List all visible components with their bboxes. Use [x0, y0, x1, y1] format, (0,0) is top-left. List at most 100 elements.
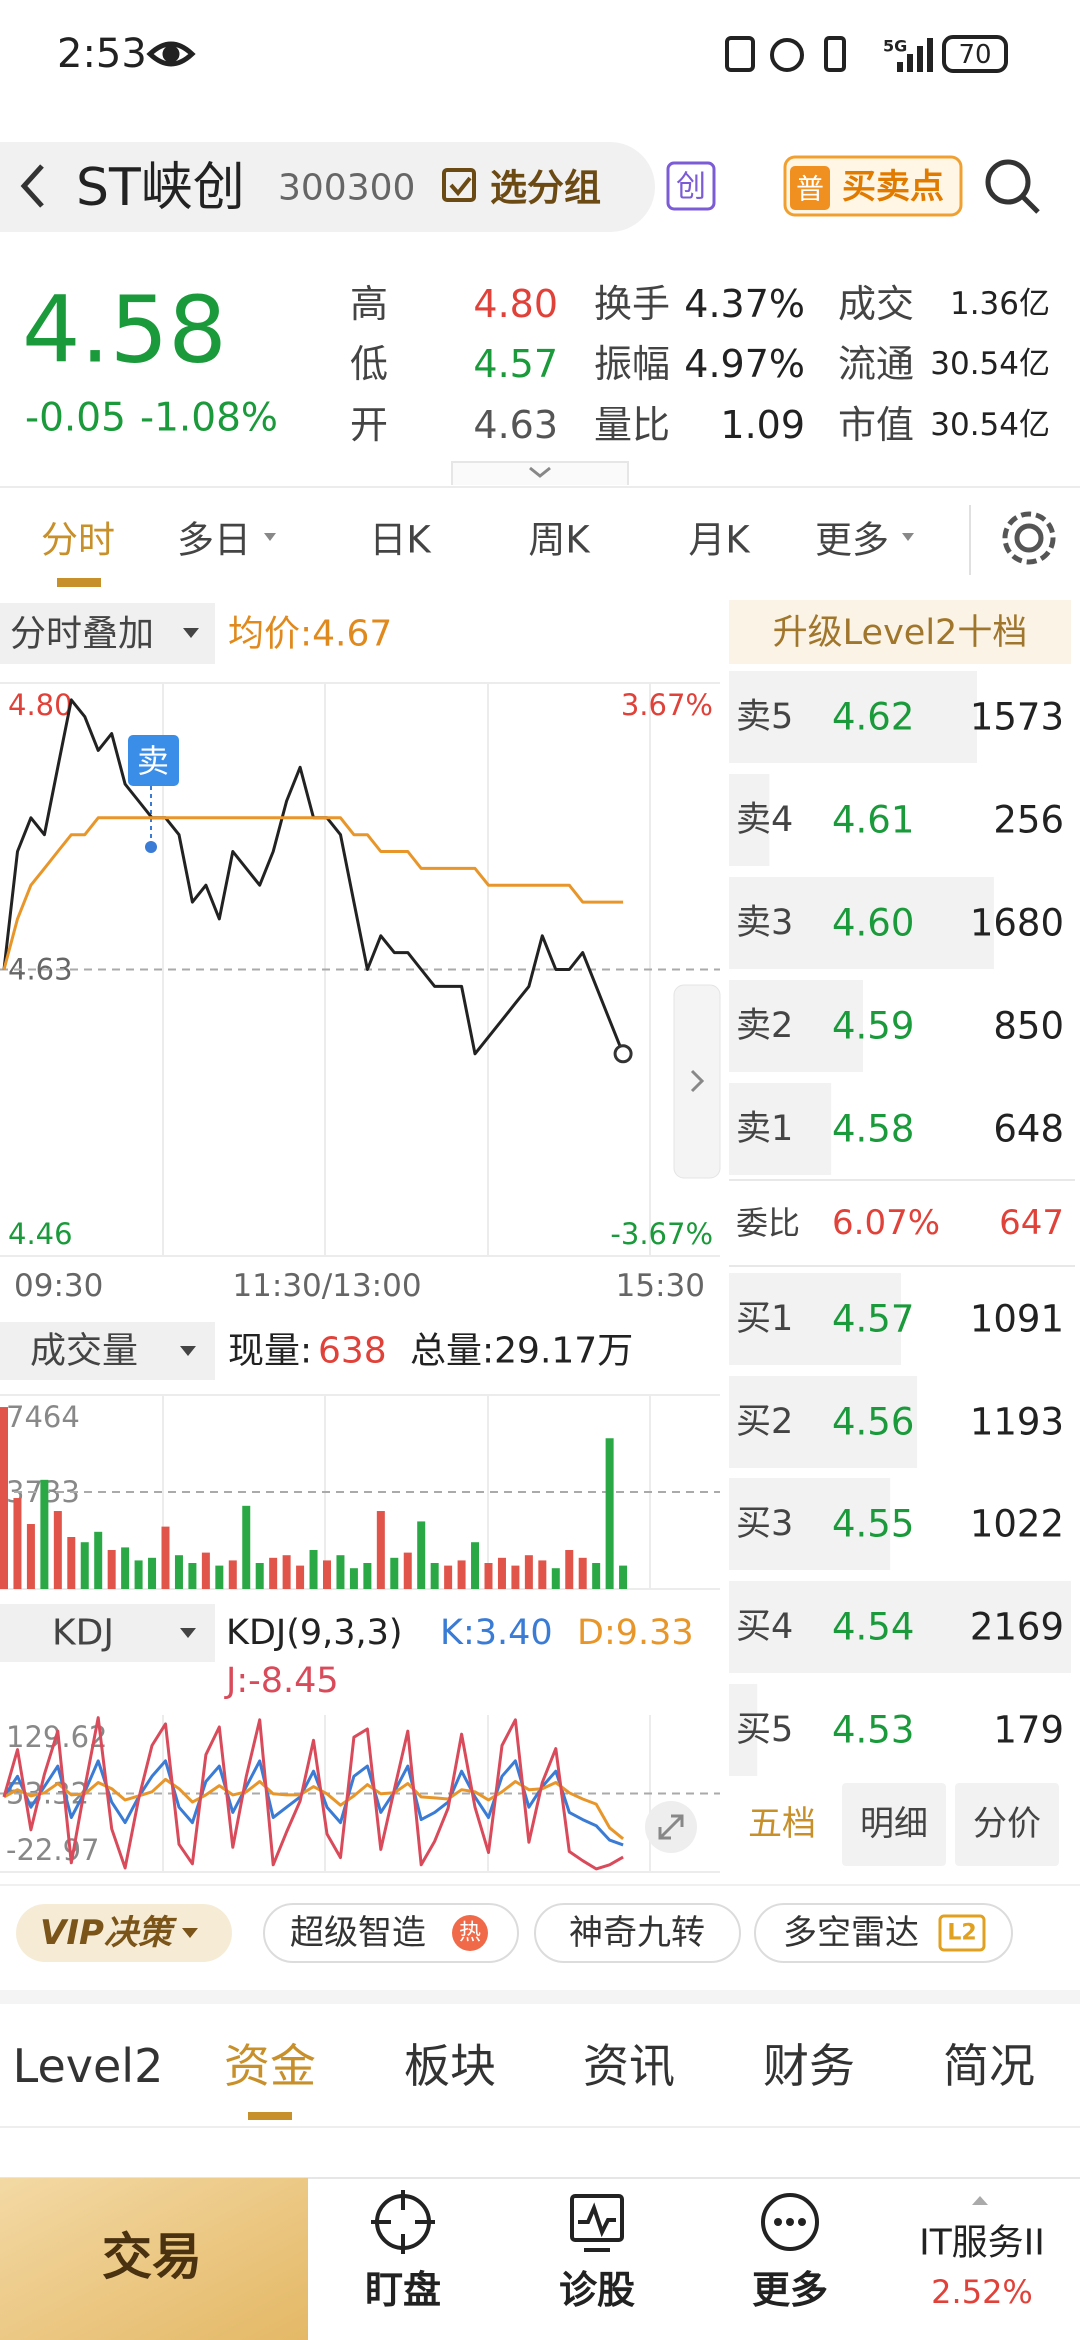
dropdown-arrow: [180, 1628, 196, 1638]
feature-chip[interactable]: 超级智造: [290, 1913, 426, 1953]
more-icon: [761, 2193, 819, 2251]
chart-tab[interactable]: 月K: [688, 519, 751, 562]
current-volume-label: 现量:: [228, 1331, 312, 1372]
kdj-k: K:3.40: [440, 1613, 553, 1653]
ratio-value: 6.07%: [832, 1203, 940, 1243]
kdj-params: KDJ(9,3,3): [226, 1613, 403, 1653]
volume-bar: [336, 1555, 345, 1589]
section-tab[interactable]: 资金: [224, 2039, 316, 2093]
group-button[interactable]: 选分组: [490, 167, 601, 210]
y2-tick-label: -3.67%: [610, 1217, 713, 1251]
side-handle[interactable]: [673, 984, 721, 1179]
book-label: 卖3: [736, 903, 793, 943]
y-tick-label: 4.46: [8, 1217, 73, 1251]
nav-item[interactable]: 更多: [752, 2268, 828, 2312]
book-tab[interactable]: 五档: [748, 1804, 816, 1844]
overlay-button[interactable]: 分时叠加: [10, 614, 154, 655]
volume-bar: [242, 1505, 251, 1589]
volume-button-bg[interactable]: [0, 1322, 215, 1380]
index-name[interactable]: IT服务II: [919, 2223, 1045, 2264]
chip-bg[interactable]: [534, 1903, 741, 1963]
volume-bar: [403, 1552, 412, 1589]
nav-item[interactable]: 诊股: [559, 2268, 635, 2312]
volume-bar: [565, 1550, 574, 1589]
status-time: 2:53: [57, 31, 147, 77]
settings-button[interactable]: [1002, 511, 1056, 565]
y-tick-label: 4.80: [8, 688, 73, 722]
chip-bg[interactable]: [754, 1903, 1013, 1963]
battery-frame: [942, 35, 1008, 73]
stock-name: ST峡创: [76, 158, 245, 218]
book-volume: 1573: [970, 696, 1064, 739]
depth-bar: [729, 1273, 902, 1365]
book-price: 4.55: [832, 1503, 914, 1546]
overlay-button-bg[interactable]: [0, 603, 215, 664]
book-price: 4.56: [832, 1401, 914, 1444]
depth-bar: [729, 1376, 918, 1468]
search-button[interactable]: [985, 159, 1040, 214]
nav-item[interactable]: 盯盘: [365, 2268, 441, 2312]
book-price: 4.57: [832, 1298, 914, 1341]
stat-value: 4.63: [473, 403, 558, 447]
book-price: 4.58: [832, 1108, 914, 1151]
trade-button[interactable]: 交易: [102, 2228, 202, 2286]
chart-tab[interactable]: 日K: [369, 519, 432, 562]
book-tab[interactable]: 分价: [973, 1804, 1041, 1844]
badge-bg: [938, 1914, 986, 1952]
trade-button-bg[interactable]: [0, 2178, 308, 2340]
signal-button[interactable]: 买卖点: [842, 167, 944, 207]
level2-banner-bg[interactable]: [729, 600, 1071, 664]
dropdown-arrow: [182, 1928, 198, 1938]
feature-chip[interactable]: VIP决策: [40, 1913, 178, 1953]
book-tab-bg[interactable]: [955, 1783, 1059, 1866]
volume-bar: [13, 1498, 22, 1589]
stat-value: 4.97%: [684, 342, 805, 386]
volume-bar: [134, 1560, 143, 1589]
back-button[interactable]: [20, 164, 44, 208]
feature-chip[interactable]: 多空雷达: [783, 1913, 919, 1953]
book-label: 卖4: [736, 800, 793, 840]
chip-bg[interactable]: [263, 1903, 519, 1963]
price-change-pct: -1.08%: [140, 396, 278, 441]
volume-bar: [0, 1407, 8, 1589]
section-tab[interactable]: 简况: [943, 2039, 1035, 2093]
book-price: 4.60: [832, 902, 914, 945]
chart-tab[interactable]: 更多: [815, 519, 889, 562]
section-tab[interactable]: Level2: [13, 2039, 164, 2093]
book-price: 4.53: [832, 1709, 914, 1752]
feature-chip[interactable]: 神奇九转: [569, 1913, 705, 1953]
volume-title[interactable]: 成交量: [30, 1331, 138, 1372]
eye-icon: [146, 41, 196, 67]
volume-bar: [417, 1521, 426, 1589]
section-tab[interactable]: 板块: [404, 2039, 496, 2093]
depth-bar: [729, 980, 864, 1072]
chart-tab[interactable]: 分时: [41, 519, 115, 562]
board-badge: 创: [676, 170, 706, 205]
expand-tab[interactable]: [451, 461, 629, 485]
section-tab[interactable]: 资讯: [583, 2039, 675, 2093]
header-pill: [0, 142, 655, 232]
volume-bar: [80, 1542, 89, 1589]
book-tab-bg[interactable]: [842, 1783, 946, 1866]
chart-tab[interactable]: 多日: [177, 519, 251, 562]
trade-marker[interactable]: 卖: [137, 742, 169, 780]
chart-tab[interactable]: 周K: [528, 519, 591, 562]
book-label: 买3: [736, 1504, 793, 1544]
volume-bar: [309, 1550, 318, 1589]
depth-bar: [729, 877, 994, 969]
section-tab[interactable]: 财务: [763, 2039, 855, 2093]
tab-underline: [248, 2112, 292, 2120]
chart-frame: [0, 682, 720, 1873]
level2-banner[interactable]: 升级Level2十档: [773, 613, 1028, 653]
kdj-title[interactable]: KDJ: [52, 1613, 114, 1654]
marker-bg[interactable]: [128, 735, 179, 786]
book-tab[interactable]: 明细: [860, 1804, 928, 1844]
last-price-point: [613, 1044, 633, 1064]
book-price: 4.62: [832, 696, 914, 739]
volume-bar: [323, 1560, 331, 1589]
stat-label: 换手: [594, 282, 670, 326]
kdj-button-bg[interactable]: [0, 1604, 215, 1662]
book-volume: 648: [993, 1108, 1064, 1151]
chip-bg[interactable]: [16, 1904, 232, 1962]
